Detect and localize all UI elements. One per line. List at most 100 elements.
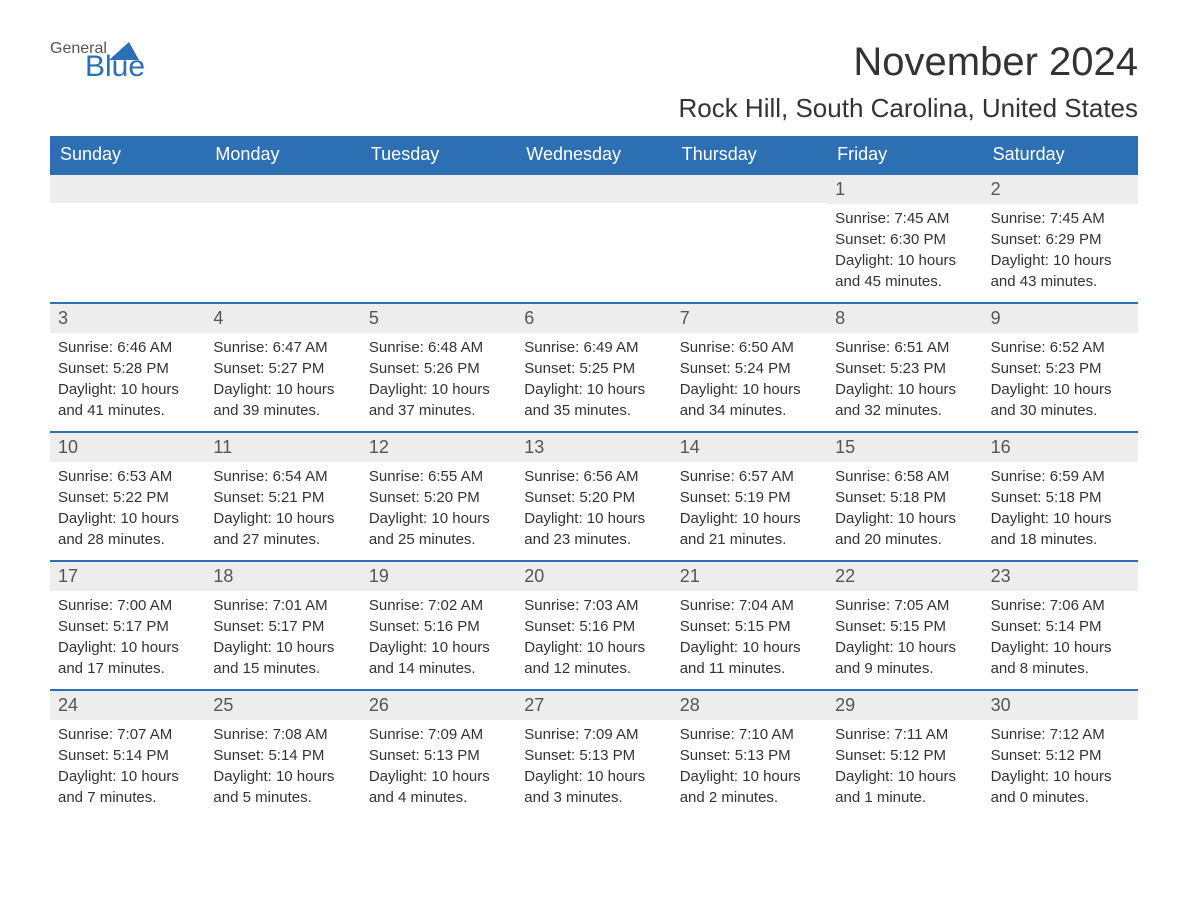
day-cell: 8Sunrise: 6:51 AMSunset: 5:23 PMDaylight… xyxy=(827,304,982,431)
month-year: November 2024 xyxy=(678,40,1138,85)
sunrise-text: Sunrise: 6:54 AM xyxy=(213,466,352,487)
day-number: 14 xyxy=(672,433,827,462)
sunrise-text: Sunrise: 7:08 AM xyxy=(213,724,352,745)
day-number xyxy=(205,175,360,203)
sunset-text: Sunset: 5:24 PM xyxy=(680,358,819,379)
sunrise-text: Sunrise: 6:50 AM xyxy=(680,337,819,358)
day-cell: 11Sunrise: 6:54 AMSunset: 5:21 PMDayligh… xyxy=(205,433,360,560)
day-number xyxy=(672,175,827,203)
daylight-text: Daylight: 10 hours and 27 minutes. xyxy=(213,508,352,550)
day-cell: 21Sunrise: 7:04 AMSunset: 5:15 PMDayligh… xyxy=(672,562,827,689)
daylight-text: Daylight: 10 hours and 4 minutes. xyxy=(369,766,508,808)
sunrise-text: Sunrise: 6:55 AM xyxy=(369,466,508,487)
sunrise-text: Sunrise: 7:09 AM xyxy=(369,724,508,745)
daylight-text: Daylight: 10 hours and 15 minutes. xyxy=(213,637,352,679)
sunset-text: Sunset: 5:15 PM xyxy=(680,616,819,637)
day-cell xyxy=(516,175,671,302)
sunrise-text: Sunrise: 6:59 AM xyxy=(991,466,1130,487)
sunrise-text: Sunrise: 6:46 AM xyxy=(58,337,197,358)
day-cell: 20Sunrise: 7:03 AMSunset: 5:16 PMDayligh… xyxy=(516,562,671,689)
day-details: Sunrise: 7:04 AMSunset: 5:15 PMDaylight:… xyxy=(672,591,827,689)
day-details xyxy=(50,203,205,293)
sunset-text: Sunset: 5:27 PM xyxy=(213,358,352,379)
sunset-text: Sunset: 5:12 PM xyxy=(835,745,974,766)
day-number: 12 xyxy=(361,433,516,462)
day-details: Sunrise: 7:09 AMSunset: 5:13 PMDaylight:… xyxy=(361,720,516,818)
daylight-text: Daylight: 10 hours and 20 minutes. xyxy=(835,508,974,550)
day-cell: 29Sunrise: 7:11 AMSunset: 5:12 PMDayligh… xyxy=(827,691,982,818)
day-cell: 3Sunrise: 6:46 AMSunset: 5:28 PMDaylight… xyxy=(50,304,205,431)
day-cell xyxy=(361,175,516,302)
day-cell: 17Sunrise: 7:00 AMSunset: 5:17 PMDayligh… xyxy=(50,562,205,689)
day-details: Sunrise: 6:58 AMSunset: 5:18 PMDaylight:… xyxy=(827,462,982,560)
day-details xyxy=(672,203,827,293)
sunset-text: Sunset: 5:22 PM xyxy=(58,487,197,508)
day-details: Sunrise: 7:45 AMSunset: 6:30 PMDaylight:… xyxy=(827,204,982,302)
day-number: 6 xyxy=(516,304,671,333)
day-details: Sunrise: 6:55 AMSunset: 5:20 PMDaylight:… xyxy=(361,462,516,560)
day-cell: 5Sunrise: 6:48 AMSunset: 5:26 PMDaylight… xyxy=(361,304,516,431)
sunset-text: Sunset: 5:15 PM xyxy=(835,616,974,637)
location: Rock Hill, South Carolina, United States xyxy=(678,93,1138,124)
day-number: 7 xyxy=(672,304,827,333)
day-cell: 25Sunrise: 7:08 AMSunset: 5:14 PMDayligh… xyxy=(205,691,360,818)
sunrise-text: Sunrise: 7:05 AM xyxy=(835,595,974,616)
day-cell: 6Sunrise: 6:49 AMSunset: 5:25 PMDaylight… xyxy=(516,304,671,431)
daylight-text: Daylight: 10 hours and 41 minutes. xyxy=(58,379,197,421)
day-number: 25 xyxy=(205,691,360,720)
sunset-text: Sunset: 5:13 PM xyxy=(524,745,663,766)
sunset-text: Sunset: 5:26 PM xyxy=(369,358,508,379)
sunset-text: Sunset: 5:16 PM xyxy=(369,616,508,637)
daylight-text: Daylight: 10 hours and 39 minutes. xyxy=(213,379,352,421)
weekday-header: Tuesday xyxy=(361,136,516,173)
day-number: 21 xyxy=(672,562,827,591)
day-details: Sunrise: 7:00 AMSunset: 5:17 PMDaylight:… xyxy=(50,591,205,689)
day-cell: 12Sunrise: 6:55 AMSunset: 5:20 PMDayligh… xyxy=(361,433,516,560)
day-number: 30 xyxy=(983,691,1138,720)
sunrise-text: Sunrise: 7:00 AM xyxy=(58,595,197,616)
day-cell xyxy=(672,175,827,302)
weekday-header: Wednesday xyxy=(516,136,671,173)
sunset-text: Sunset: 5:18 PM xyxy=(991,487,1130,508)
day-number: 24 xyxy=(50,691,205,720)
day-cell: 4Sunrise: 6:47 AMSunset: 5:27 PMDaylight… xyxy=(205,304,360,431)
sunrise-text: Sunrise: 6:58 AM xyxy=(835,466,974,487)
day-number: 9 xyxy=(983,304,1138,333)
sunset-text: Sunset: 6:29 PM xyxy=(991,229,1130,250)
sunset-text: Sunset: 5:25 PM xyxy=(524,358,663,379)
sunrise-text: Sunrise: 6:56 AM xyxy=(524,466,663,487)
weekday-header: Sunday xyxy=(50,136,205,173)
day-details: Sunrise: 7:09 AMSunset: 5:13 PMDaylight:… xyxy=(516,720,671,818)
day-cell: 2Sunrise: 7:45 AMSunset: 6:29 PMDaylight… xyxy=(983,175,1138,302)
sunset-text: Sunset: 5:16 PM xyxy=(524,616,663,637)
day-number: 16 xyxy=(983,433,1138,462)
daylight-text: Daylight: 10 hours and 8 minutes. xyxy=(991,637,1130,679)
daylight-text: Daylight: 10 hours and 12 minutes. xyxy=(524,637,663,679)
sunset-text: Sunset: 5:13 PM xyxy=(680,745,819,766)
weekday-header: Saturday xyxy=(983,136,1138,173)
daylight-text: Daylight: 10 hours and 45 minutes. xyxy=(835,250,974,292)
sunrise-text: Sunrise: 7:03 AM xyxy=(524,595,663,616)
sunset-text: Sunset: 5:14 PM xyxy=(58,745,197,766)
day-details: Sunrise: 6:53 AMSunset: 5:22 PMDaylight:… xyxy=(50,462,205,560)
day-cell: 7Sunrise: 6:50 AMSunset: 5:24 PMDaylight… xyxy=(672,304,827,431)
sunrise-text: Sunrise: 6:53 AM xyxy=(58,466,197,487)
day-cell: 24Sunrise: 7:07 AMSunset: 5:14 PMDayligh… xyxy=(50,691,205,818)
day-number: 11 xyxy=(205,433,360,462)
day-details: Sunrise: 7:08 AMSunset: 5:14 PMDaylight:… xyxy=(205,720,360,818)
day-details: Sunrise: 6:50 AMSunset: 5:24 PMDaylight:… xyxy=(672,333,827,431)
day-cell: 1Sunrise: 7:45 AMSunset: 6:30 PMDaylight… xyxy=(827,175,982,302)
sunset-text: Sunset: 5:14 PM xyxy=(213,745,352,766)
day-details xyxy=(205,203,360,293)
day-details: Sunrise: 7:45 AMSunset: 6:29 PMDaylight:… xyxy=(983,204,1138,302)
day-number: 13 xyxy=(516,433,671,462)
daylight-text: Daylight: 10 hours and 1 minute. xyxy=(835,766,974,808)
day-cell: 18Sunrise: 7:01 AMSunset: 5:17 PMDayligh… xyxy=(205,562,360,689)
sunset-text: Sunset: 5:28 PM xyxy=(58,358,197,379)
sunrise-text: Sunrise: 7:01 AM xyxy=(213,595,352,616)
logo: General Blue xyxy=(50,40,145,84)
day-cell xyxy=(205,175,360,302)
sunrise-text: Sunrise: 7:45 AM xyxy=(991,208,1130,229)
daylight-text: Daylight: 10 hours and 5 minutes. xyxy=(213,766,352,808)
day-number: 15 xyxy=(827,433,982,462)
